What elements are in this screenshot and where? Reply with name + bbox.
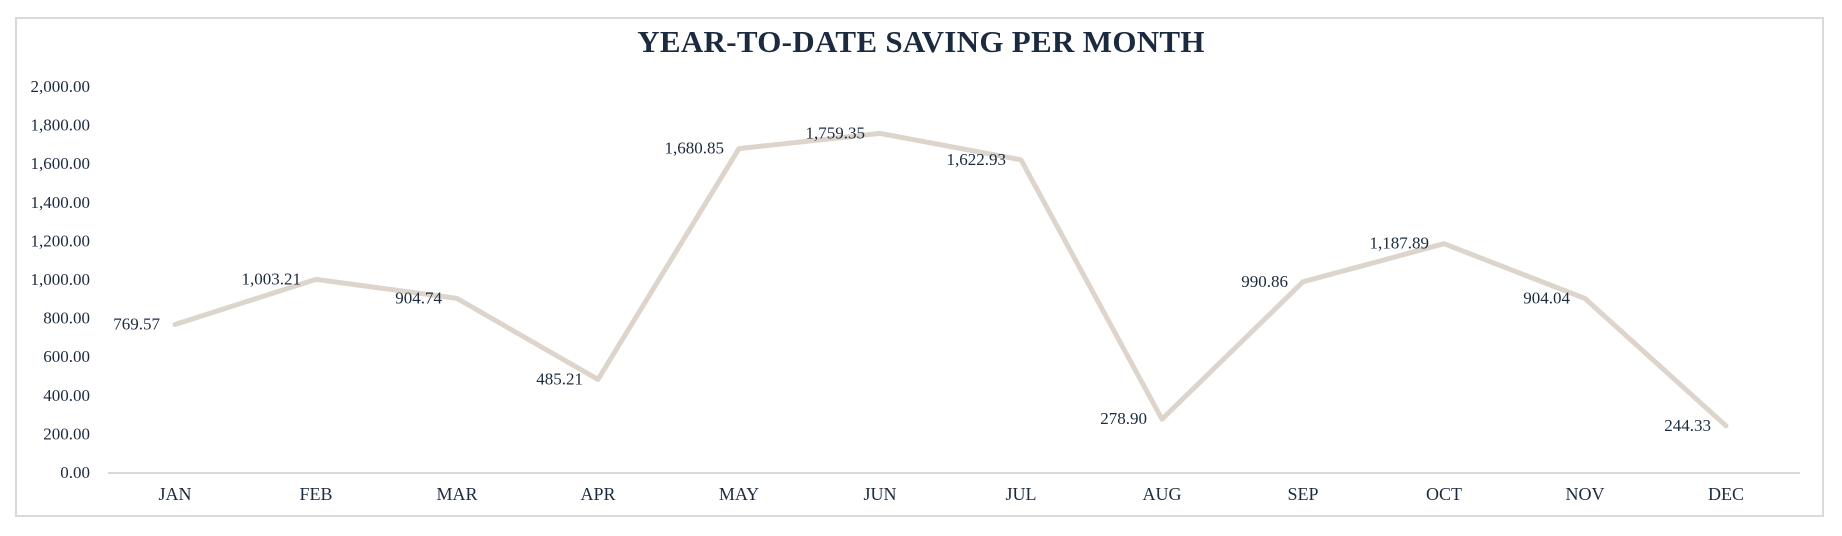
y-tick-label: 1,400.00 (31, 193, 91, 212)
x-tick-label: AUG (1143, 484, 1182, 504)
y-tick-label: 1,200.00 (31, 231, 91, 250)
series-line (172, 130, 1729, 429)
data-label: 244.33 (1664, 416, 1711, 435)
data-label: 1,187.89 (1370, 234, 1430, 253)
x-tick-label: SEP (1287, 484, 1318, 504)
y-tick-label: 1,600.00 (31, 154, 91, 173)
y-tick-label: 400.00 (43, 386, 90, 405)
chart-title: YEAR-TO-DATE SAVING PER MONTH (637, 24, 1205, 59)
y-tick-label: 1,800.00 (31, 116, 91, 135)
y-tick-label: 200.00 (43, 424, 90, 443)
data-label: 904.74 (395, 288, 442, 307)
x-tick-label: NOV (1566, 484, 1605, 504)
x-tick-label: DEC (1708, 484, 1744, 504)
chart-frame (15, 17, 1824, 517)
data-label: 769.57 (113, 314, 160, 333)
data-label: 278.90 (1100, 409, 1147, 428)
data-label: 904.04 (1523, 289, 1570, 308)
data-label: 1,759.35 (806, 123, 866, 142)
x-tick-label: JUN (863, 484, 896, 504)
x-tick-label: APR (580, 484, 615, 504)
data-label: 1,680.85 (665, 139, 725, 158)
y-tick-label: 0.00 (60, 463, 90, 482)
data-label: 990.86 (1241, 272, 1288, 291)
data-label: 1,003.21 (242, 269, 302, 288)
x-tick-label: JUL (1006, 484, 1037, 504)
y-tick-label: 600.00 (43, 347, 90, 366)
y-tick-label: 2,000.00 (31, 77, 91, 96)
y-tick-label: 800.00 (43, 309, 90, 328)
data-label: 1,622.93 (947, 150, 1007, 169)
data-label: 485.21 (536, 369, 583, 388)
x-tick-label: OCT (1426, 484, 1462, 504)
x-tick-label: MAY (719, 484, 759, 504)
y-tick-label: 1,000.00 (31, 270, 91, 289)
x-tick-label: MAR (436, 484, 477, 504)
x-tick-label: FEB (299, 484, 332, 504)
x-tick-label: JAN (158, 484, 191, 504)
